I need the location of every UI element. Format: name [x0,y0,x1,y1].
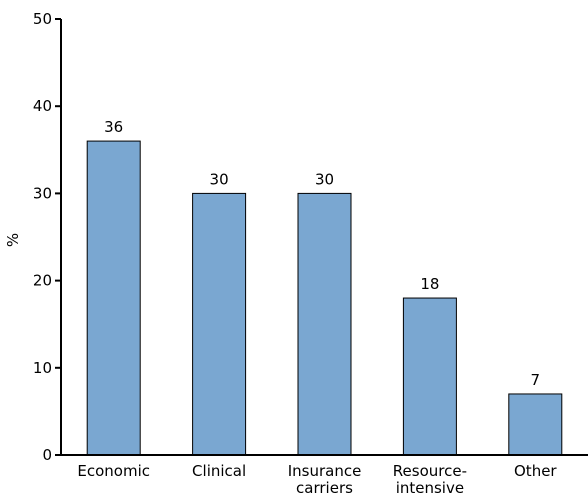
x-tick-label: Resource-intensive [393,462,467,497]
y-tick-label: 40 [33,97,52,115]
y-tick-label: 10 [33,359,52,377]
bars-layer: 36 Economic 30 Clinical 30 Insurance carriers 1… [77,118,561,497]
y-tick-label: 50 [33,10,52,28]
bar [509,394,562,455]
data-label: 7 [531,371,541,389]
x-tick-label: Other [514,462,557,480]
bar [403,298,456,455]
bar [193,193,246,455]
y-tick-label: 0 [42,446,52,464]
data-label: 30 [210,170,229,188]
y-tick-label: 20 [33,272,52,290]
x-tick-label: Insurance carriers [288,462,362,497]
data-label: 36 [104,118,123,136]
data-label: 30 [315,170,334,188]
bar [87,141,140,455]
data-label: 18 [420,275,439,293]
x-tick-label: Clinical [192,462,246,480]
bar [298,193,351,455]
y-axis-label: % [4,233,22,247]
y-tick-label: 30 [33,184,52,202]
x-tick-label: Economic [77,462,150,480]
